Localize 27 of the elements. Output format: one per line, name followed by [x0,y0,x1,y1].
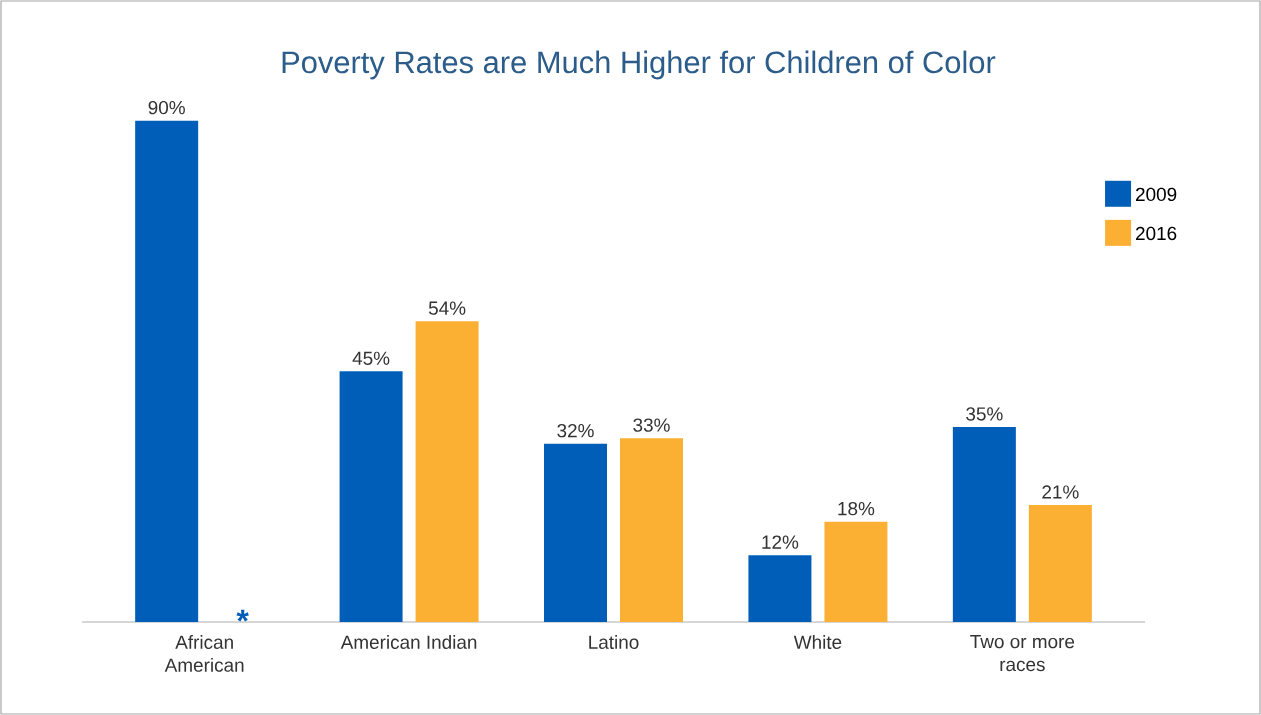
data-label: 35% [966,407,1003,421]
bar [620,438,683,622]
data-label: 18% [838,501,875,516]
legend-label: 2009 [1135,187,1177,202]
data-label: 21% [1042,485,1079,499]
x-tick-label: American Indian [340,635,477,649]
x-tick-label: Latino [589,635,639,649]
annotation: * [236,609,249,622]
x-tick-label: White [793,635,842,649]
bar [952,427,1016,622]
bar [339,371,403,622]
x-tick-label: Two or more races [970,635,1075,672]
bar [135,120,199,622]
x-tick-label: African American [164,635,244,672]
bar [824,521,888,622]
chart-title: Poverty Rates are Much Higher for Children of Color [282,50,996,80]
data-label: 54% [428,301,466,315]
legend-label: 2016 [1135,226,1177,241]
bar [415,321,479,622]
data-label: 32% [557,423,594,438]
bar [1028,505,1092,622]
data-label: 33% [633,418,670,432]
bar [748,555,812,622]
data-label: 90% [148,100,185,115]
data-label: 45% [352,351,390,365]
data-label: 12% [762,535,799,549]
bar [544,443,607,622]
